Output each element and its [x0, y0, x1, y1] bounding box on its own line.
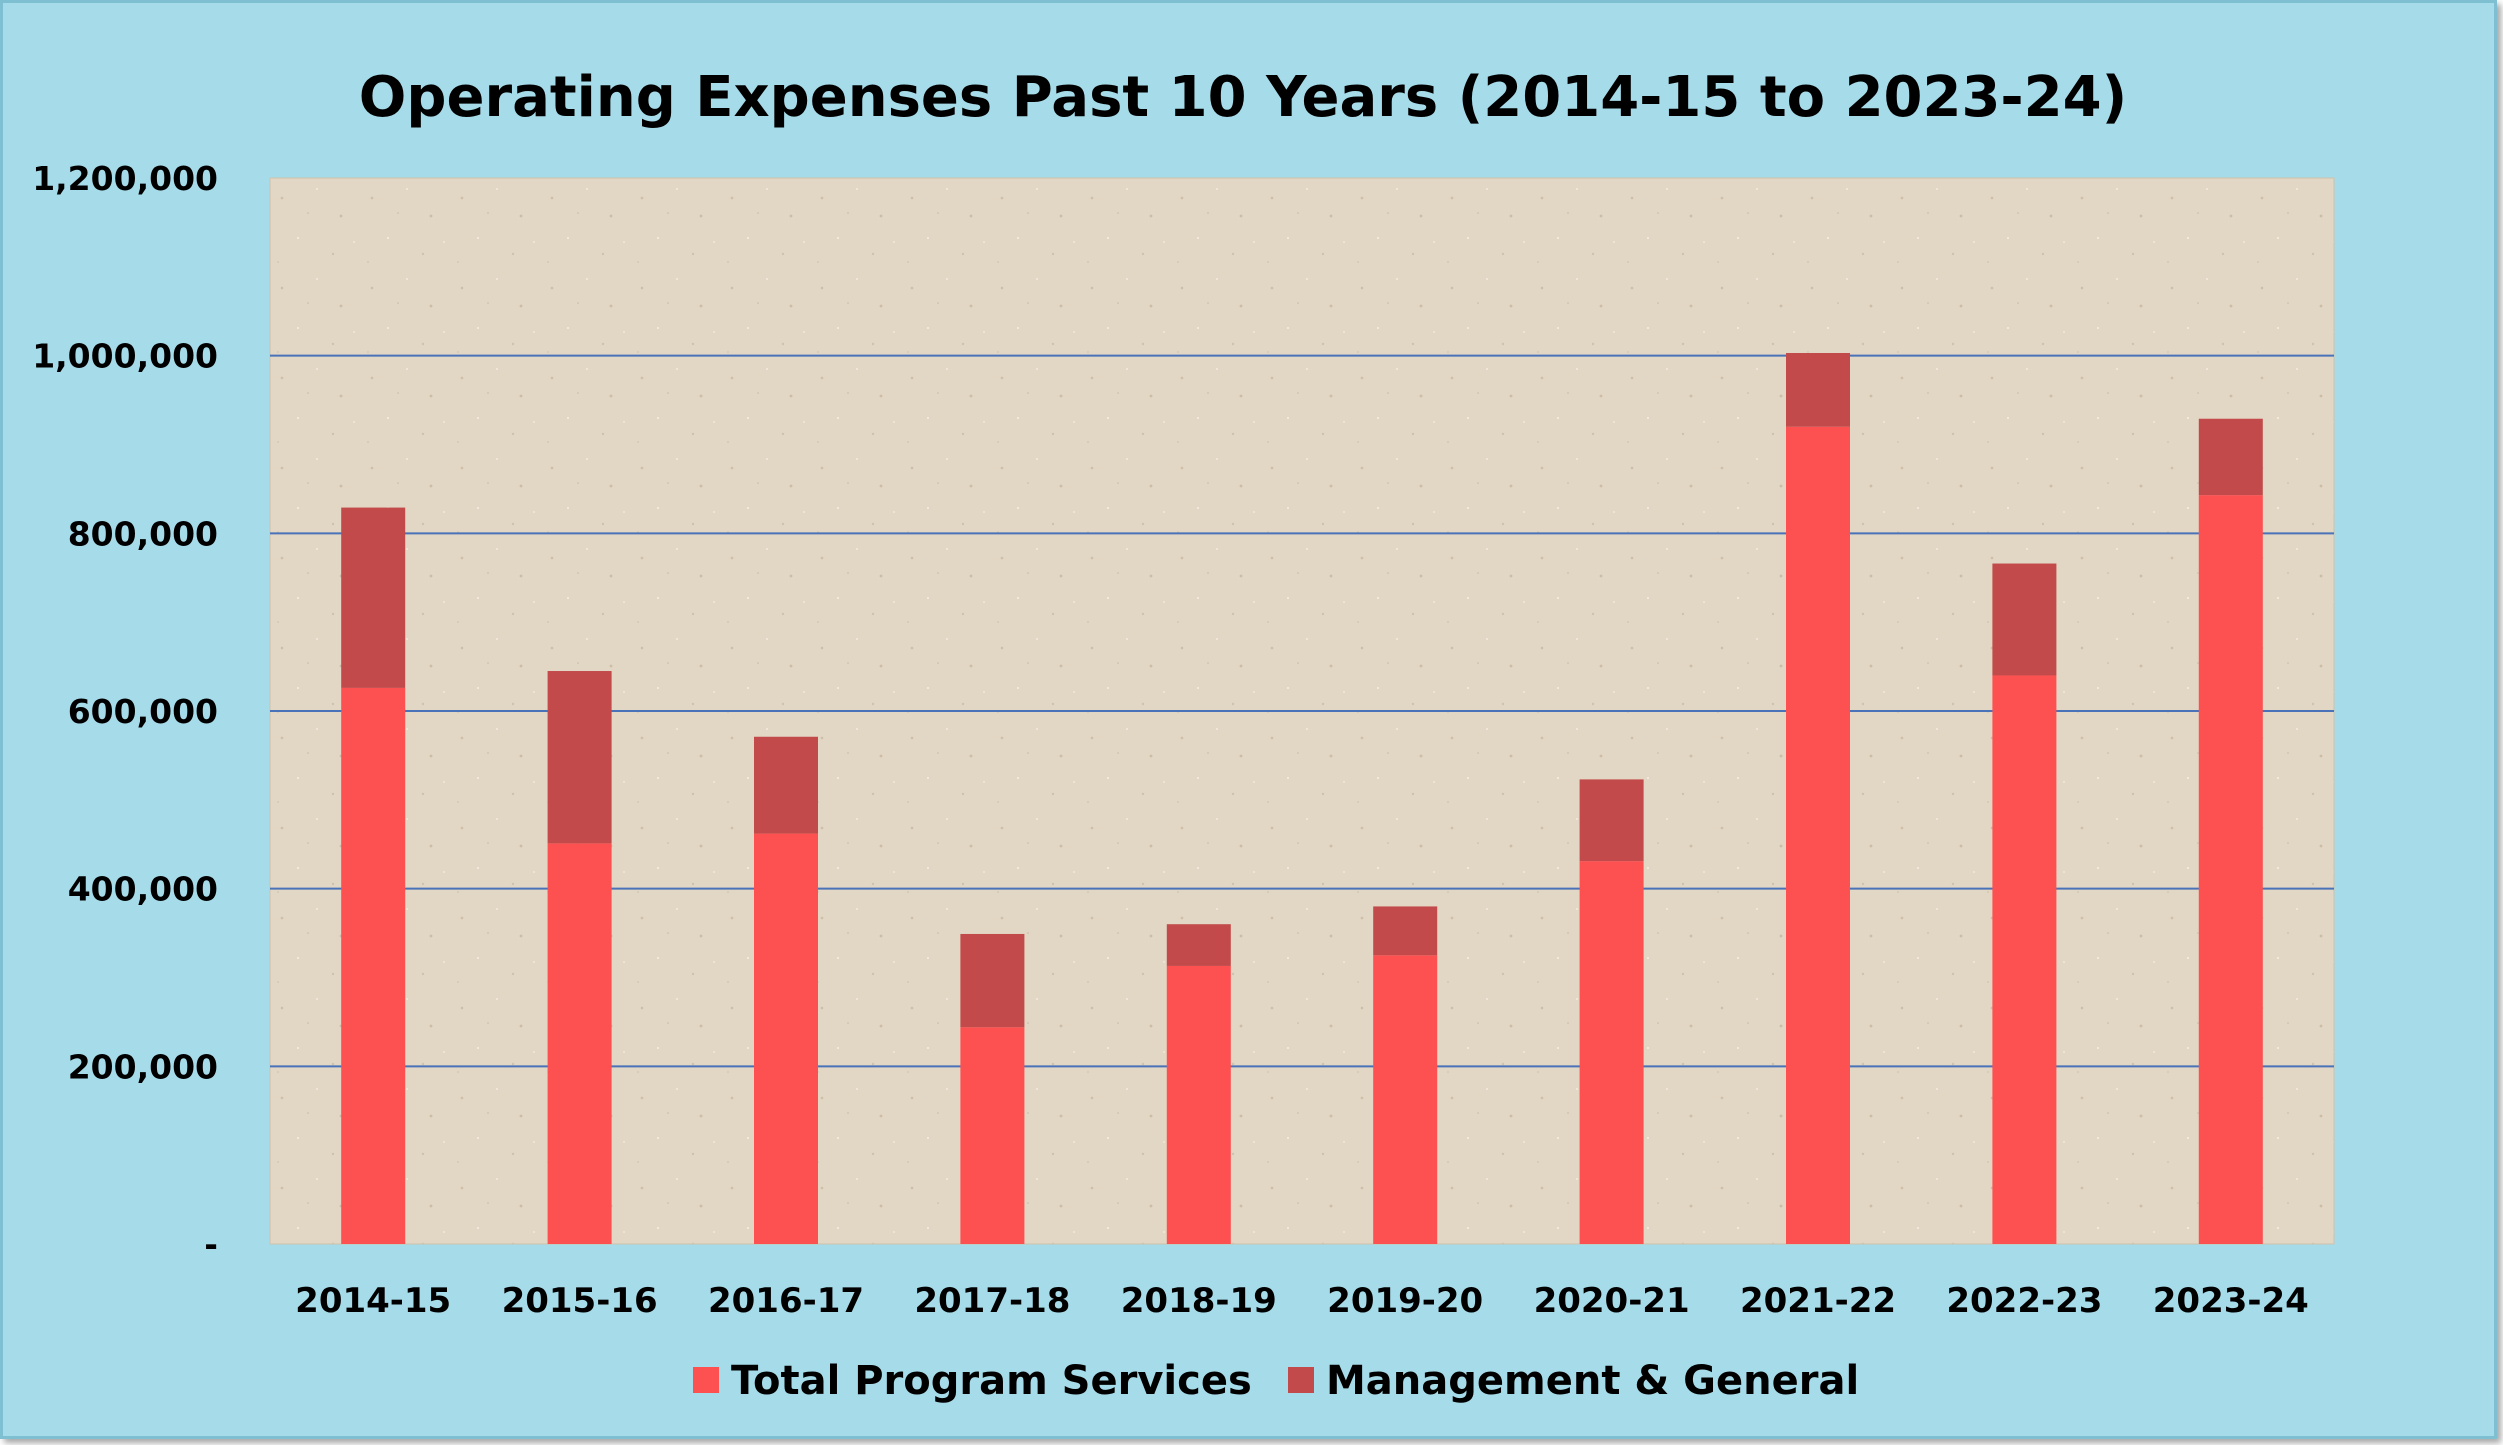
bar-management-general — [1166, 924, 1231, 966]
x-tick-label: 2017-18 — [914, 1281, 1070, 1321]
bars — [341, 353, 2263, 1244]
y-tick-label: 600,000 — [68, 692, 218, 731]
y-tick-label: 400,000 — [68, 870, 218, 909]
legend: Total Program Services Management & Gener… — [693, 1358, 1859, 1404]
y-tick-label: 1,000,000 — [32, 337, 218, 376]
legend-label: Total Program Services — [731, 1358, 1252, 1404]
bar-program-services — [547, 843, 612, 1244]
x-axis-ticks: 2014-15 2015-16 2016-17 2017-18 2018-19 2019-… — [295, 1281, 2309, 1321]
legend-label: Management & General — [1326, 1358, 1859, 1404]
bar-program-services — [1166, 965, 1231, 1244]
x-tick-label: 2015-16 — [502, 1281, 658, 1321]
bar-management-general — [960, 933, 1025, 1028]
bar-management-general — [547, 671, 612, 844]
bar-program-services — [960, 1027, 1025, 1244]
y-tick-label: - — [204, 1225, 218, 1264]
bar-program-services — [754, 833, 818, 1244]
x-tick-label: 2023-24 — [2153, 1281, 2309, 1321]
x-tick-label: 2022-23 — [1946, 1281, 2102, 1321]
bar-management-general — [1373, 906, 1438, 956]
x-tick-label: 2016-17 — [708, 1281, 864, 1321]
legend-swatch — [693, 1367, 719, 1393]
bar-program-services — [341, 687, 406, 1244]
bar-management-general — [1992, 563, 2057, 676]
bar-management-general — [1579, 779, 1644, 862]
bar-program-services — [1786, 426, 1850, 1244]
y-tick-label: 800,000 — [68, 514, 218, 553]
x-tick-label: 2018-19 — [1121, 1281, 1277, 1321]
y-axis-ticks: - 200,000 400,000 600,000 800,000 1,000,000 1,… — [32, 159, 218, 1264]
x-tick-label: 2019-20 — [1327, 1281, 1483, 1321]
x-tick-label: 2014-15 — [295, 1281, 451, 1321]
bar-program-services — [1992, 675, 2057, 1244]
bar-management-general — [754, 736, 818, 834]
bar-management-general — [341, 507, 406, 688]
legend-swatch — [1288, 1367, 1314, 1393]
bar-program-services — [2198, 495, 2263, 1244]
x-tick-label: 2020-21 — [1534, 1281, 1690, 1321]
bar-management-general — [2198, 418, 2263, 496]
gridlines — [270, 354, 2334, 1068]
chart-title: Operating Expenses Past 10 Years (2014-1… — [359, 65, 2127, 130]
bar-program-services — [1373, 955, 1438, 1244]
x-tick-label: 2021-22 — [1740, 1281, 1896, 1321]
y-tick-label: 1,200,000 — [32, 159, 218, 198]
y-tick-label: 200,000 — [68, 1047, 218, 1086]
bar-management-general — [1786, 353, 1850, 427]
bar-program-services — [1579, 861, 1644, 1244]
